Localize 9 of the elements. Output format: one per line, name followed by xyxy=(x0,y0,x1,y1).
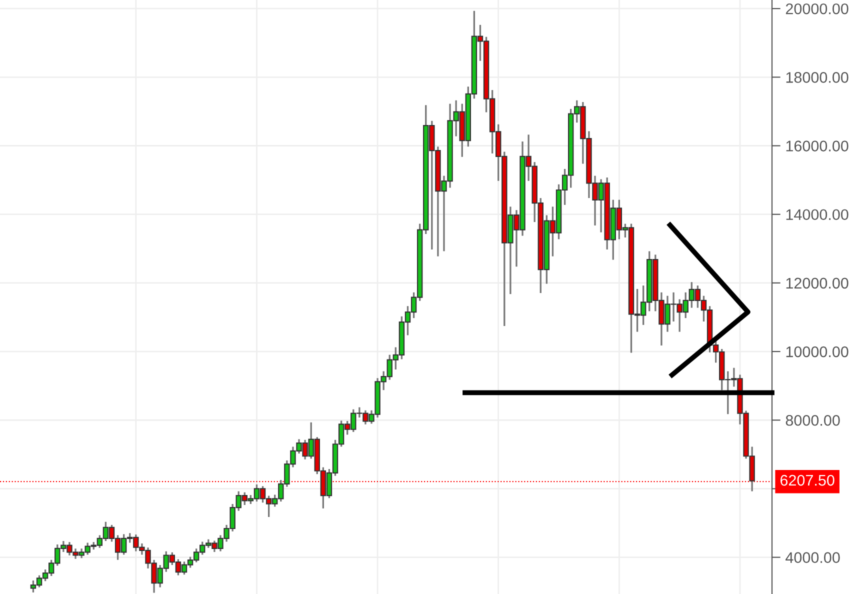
y-tick-label: 20000.00 xyxy=(786,3,848,14)
y-tick-label: 4000.00 xyxy=(786,552,840,563)
ref-line-label: 6207.50 xyxy=(780,474,834,486)
y-tick-label: 18000.00 xyxy=(786,72,848,83)
y-tick-label: 8000.00 xyxy=(786,414,840,426)
y-tick-label: 12000.00 xyxy=(786,278,848,289)
y-tick-label: 10000.00 xyxy=(786,346,848,358)
y-tick-label: 16000.00 xyxy=(786,140,848,152)
y-tick-label: 14000.00 xyxy=(786,209,848,220)
